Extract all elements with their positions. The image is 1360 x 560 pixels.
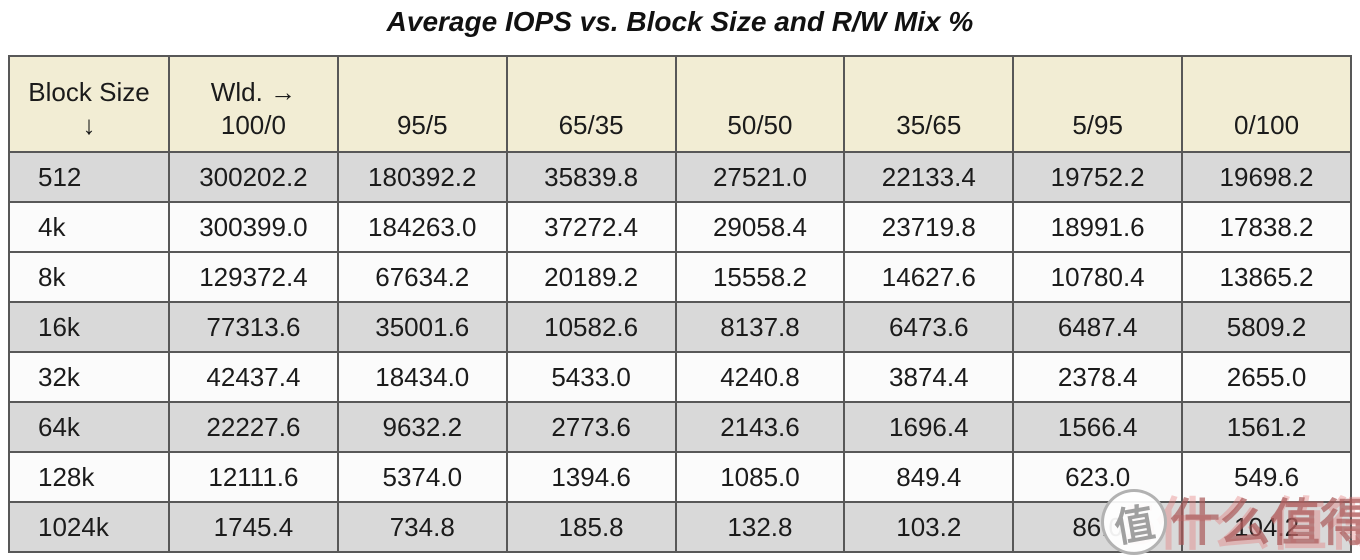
cell: 12111.6	[168, 451, 339, 503]
cell: 35839.8	[505, 151, 677, 203]
col-header-workload-100-0: Wld. → 100/0	[168, 55, 339, 153]
table-body: 512 300202.2 180392.2 35839.8 27521.0 22…	[8, 151, 1352, 553]
workload-label: Wld. →	[210, 77, 297, 107]
cell: 1561.2	[1181, 401, 1352, 453]
col-header-35-65: 35/65	[843, 55, 1015, 153]
cell: 13865.2	[1181, 251, 1352, 303]
cell: 86.0	[1012, 501, 1184, 553]
header-row: Block Size ↓ Wld. → 100/0 95/5 65/35 50/…	[8, 55, 1352, 153]
cell: 23719.8	[843, 201, 1015, 253]
cell: 2378.4	[1012, 351, 1184, 403]
cell: 42437.4	[168, 351, 339, 403]
cell: 29058.4	[674, 201, 846, 253]
row-label: 8k	[8, 251, 170, 303]
cell: 10780.4	[1012, 251, 1184, 303]
table-header: Block Size ↓ Wld. → 100/0 95/5 65/35 50/…	[8, 55, 1352, 153]
cell: 5433.0	[505, 351, 677, 403]
cell: 67634.2	[336, 251, 508, 303]
cell: 2655.0	[1181, 351, 1352, 403]
table-row-128k: 128k 12111.6 5374.0 1394.6 1085.0 849.4 …	[8, 451, 1352, 503]
cell: 5374.0	[336, 451, 508, 503]
row-label: 16k	[8, 301, 170, 353]
col-header-65-35: 65/35	[505, 55, 677, 153]
cell: 180392.2	[336, 151, 508, 203]
cell: 5809.2	[1181, 301, 1352, 353]
table-row-4k: 4k 300399.0 184263.0 37272.4 29058.4 237…	[8, 201, 1352, 253]
cell: 10582.6	[505, 301, 677, 353]
col-header-0-100: 0/100	[1181, 55, 1352, 153]
row-label: 32k	[8, 351, 170, 403]
row-label: 512	[8, 151, 170, 203]
cell: 2773.6	[505, 401, 677, 453]
cell: 132.8	[674, 501, 846, 553]
cell: 4240.8	[674, 351, 846, 403]
down-arrow-icon: ↓	[82, 109, 96, 140]
cell: 300399.0	[168, 201, 339, 253]
cell: 129372.4	[168, 251, 339, 303]
cell: 6473.6	[843, 301, 1015, 353]
cell: 6487.4	[1012, 301, 1184, 353]
table-row-8k: 8k 129372.4 67634.2 20189.2 15558.2 1462…	[8, 251, 1352, 303]
table-row-1024k: 1024k 1745.4 734.8 185.8 132.8 103.2 86.…	[8, 501, 1352, 553]
cell: 623.0	[1012, 451, 1184, 503]
table-row-16k: 16k 77313.6 35001.6 10582.6 8137.8 6473.…	[8, 301, 1352, 353]
cell: 1394.6	[505, 451, 677, 503]
cell: 104.2	[1181, 501, 1352, 553]
cell: 184263.0	[336, 201, 508, 253]
cell: 103.2	[843, 501, 1015, 553]
cell: 14627.6	[843, 251, 1015, 303]
cell: 849.4	[843, 451, 1015, 503]
workload-mix-100-0: 100/0	[220, 109, 286, 140]
cell: 734.8	[336, 501, 508, 553]
table-row-64k: 64k 22227.6 9632.2 2773.6 2143.6 1696.4 …	[8, 401, 1352, 453]
table-row-512: 512 300202.2 180392.2 35839.8 27521.0 22…	[8, 151, 1352, 203]
cell: 2143.6	[674, 401, 846, 453]
row-label: 4k	[8, 201, 170, 253]
cell: 17838.2	[1181, 201, 1352, 253]
cell: 549.6	[1181, 451, 1352, 503]
cell: 185.8	[505, 501, 677, 553]
cell: 37272.4	[505, 201, 677, 253]
cell: 1566.4	[1012, 401, 1184, 453]
cell: 19698.2	[1181, 151, 1352, 203]
cell: 27521.0	[674, 151, 846, 203]
cell: 1085.0	[674, 451, 846, 503]
cell: 1696.4	[843, 401, 1015, 453]
row-label: 128k	[8, 451, 170, 503]
cell: 19752.2	[1012, 151, 1184, 203]
cell: 20189.2	[505, 251, 677, 303]
cell: 35001.6	[336, 301, 508, 353]
col-header-50-50: 50/50	[674, 55, 846, 153]
iops-table: Block Size ↓ Wld. → 100/0 95/5 65/35 50/…	[8, 55, 1352, 553]
cell: 22227.6	[168, 401, 339, 453]
row-label: 64k	[8, 401, 170, 453]
cell: 18434.0	[336, 351, 508, 403]
col-header-95-5: 95/5	[336, 55, 508, 153]
block-size-label: Block Size	[28, 77, 150, 107]
page-title: Average IOPS vs. Block Size and R/W Mix …	[386, 6, 974, 37]
cell: 9632.2	[336, 401, 508, 453]
row-label: 1024k	[8, 501, 170, 553]
cell: 77313.6	[168, 301, 339, 353]
cell: 3874.4	[843, 351, 1015, 403]
cell: 18991.6	[1012, 201, 1184, 253]
cell: 22133.4	[843, 151, 1015, 203]
table-row-32k: 32k 42437.4 18434.0 5433.0 4240.8 3874.4…	[8, 351, 1352, 403]
cell: 300202.2	[168, 151, 339, 203]
col-header-5-95: 5/95	[1012, 55, 1184, 153]
cell: 8137.8	[674, 301, 846, 353]
col-header-block-size: Block Size ↓	[8, 55, 170, 153]
cell: 15558.2	[674, 251, 846, 303]
cell: 1745.4	[168, 501, 339, 553]
